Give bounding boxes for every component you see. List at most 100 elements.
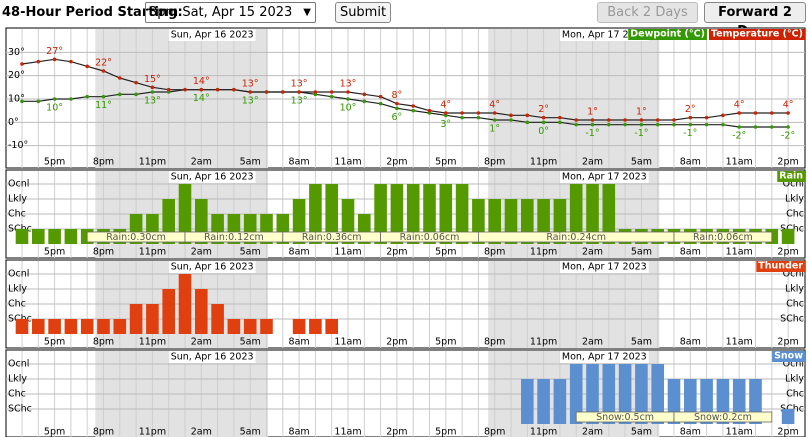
- x-tick-label: 11am: [726, 337, 753, 348]
- point: [36, 99, 41, 104]
- day-label-bg: [168, 29, 256, 41]
- x-tick-label: 2am: [191, 337, 212, 348]
- x-tick-label: 5pm: [44, 427, 65, 437]
- day-label-bg: [559, 351, 649, 363]
- x-tick-label: 11pm: [139, 247, 166, 258]
- bar: [309, 184, 322, 244]
- x-tick-label: 11pm: [139, 427, 166, 437]
- x-tick-label: 11am: [726, 427, 753, 437]
- point: [378, 101, 383, 106]
- bar: [178, 274, 192, 334]
- bar: [80, 319, 94, 334]
- x-tick-label: 8pm: [484, 427, 505, 437]
- y-tick-label-right: Lkly: [785, 284, 804, 295]
- y-tick-label-right: SChc: [780, 314, 804, 325]
- x-tick-label: 2am: [582, 337, 603, 348]
- value-label: 1°: [489, 124, 500, 135]
- select-arrow[interactable]: ▼: [303, 7, 311, 18]
- day-label: Mon, Apr 17 2023: [562, 30, 647, 41]
- point: [150, 90, 155, 94]
- x-tick-label: 8am: [289, 247, 310, 258]
- y-tick-label: Lkly: [8, 284, 27, 295]
- bar: [64, 229, 78, 244]
- legend-swatch: [708, 29, 805, 40]
- x-tick-label: 2pm: [386, 247, 407, 258]
- x-tick-label: 5pm: [435, 427, 456, 437]
- bar: [48, 319, 61, 334]
- x-tick-label: 8am: [680, 247, 701, 258]
- point: [444, 111, 448, 115]
- x-tick-label: 5pm: [44, 337, 65, 348]
- bar: [129, 304, 143, 334]
- y-tick-label-right: Ocnl: [783, 359, 804, 370]
- point: [770, 111, 774, 115]
- period-select[interactable]: 3pm Sat, Apr 15 2023 ▼: [145, 2, 316, 23]
- amount-label: Rain:0.24cm: [546, 232, 606, 243]
- x-tick-label: 5am: [240, 247, 261, 258]
- point: [346, 97, 350, 101]
- point: [36, 59, 41, 64]
- point: [655, 122, 660, 127]
- x-tick-label: 5pm: [435, 157, 456, 168]
- submit-button[interactable]: Submit: [335, 2, 391, 23]
- y-tick-label-right: Ocnl: [783, 269, 804, 280]
- bar: [553, 379, 567, 424]
- series-line: [22, 89, 789, 128]
- bar: [423, 184, 436, 244]
- x-tick-label: 8am: [680, 337, 701, 348]
- point: [770, 125, 774, 129]
- bar: [455, 184, 469, 244]
- x-tick-label: 8pm: [484, 337, 505, 348]
- value-label: 13°: [291, 96, 308, 107]
- y-tick-label: -10°: [8, 140, 28, 151]
- x-tick-label: 2pm: [777, 337, 798, 348]
- point: [721, 122, 725, 127]
- value-label: -1°: [634, 128, 648, 139]
- x-tick-label: 8pm: [93, 337, 114, 348]
- point: [590, 118, 595, 122]
- y-tick-label-right: Chc: [786, 299, 804, 310]
- point: [118, 92, 122, 97]
- x-tick-label: 5pm: [44, 247, 65, 258]
- toolbar: 48-Hour Period Starting: 3pm Sat, Apr 15…: [0, 0, 808, 39]
- day-label-bg: [559, 171, 649, 183]
- point: [20, 62, 24, 66]
- y-tick-label: SChc: [8, 404, 32, 415]
- back-button[interactable]: Back 2 Days: [597, 2, 698, 23]
- point: [476, 115, 481, 120]
- value-label: 4°: [440, 100, 451, 111]
- point: [509, 118, 513, 122]
- x-tick-label: 5pm: [435, 337, 456, 348]
- value-label: 1°: [636, 107, 647, 118]
- point: [623, 118, 627, 122]
- bar: [781, 409, 795, 424]
- x-tick-label: 11am: [726, 157, 753, 168]
- x-tick-label: 8am: [289, 427, 310, 437]
- value-label: 4°: [783, 100, 794, 111]
- day-label-bg: [559, 261, 649, 273]
- bar: [781, 229, 795, 244]
- x-tick-label: 2pm: [777, 427, 798, 437]
- bar: [602, 184, 616, 244]
- y-tick-label: Lkly: [8, 194, 27, 205]
- value-label: 27°: [46, 46, 63, 57]
- bar: [15, 319, 29, 334]
- y-tick-label-right: Chc: [786, 209, 804, 220]
- period-value[interactable]: 3pm Sat, Apr 15 2023: [149, 5, 293, 20]
- point: [329, 94, 334, 99]
- bar: [97, 319, 110, 334]
- amount-label: Rain:0.06cm: [693, 232, 753, 243]
- point: [134, 80, 138, 85]
- bar: [113, 319, 127, 334]
- day-label: Sun, Apr 16 2023: [171, 30, 254, 41]
- point: [753, 111, 758, 115]
- bar: [325, 184, 338, 244]
- panel: OcnlOcnlLklyLklyChcChcSChcSChcSun, Apr 1…: [5, 259, 806, 349]
- point: [590, 122, 595, 127]
- point: [362, 92, 367, 97]
- point: [166, 87, 171, 92]
- point: [69, 97, 73, 101]
- y-tick-label: 10°: [8, 94, 25, 105]
- x-tick-label: 2am: [191, 157, 212, 168]
